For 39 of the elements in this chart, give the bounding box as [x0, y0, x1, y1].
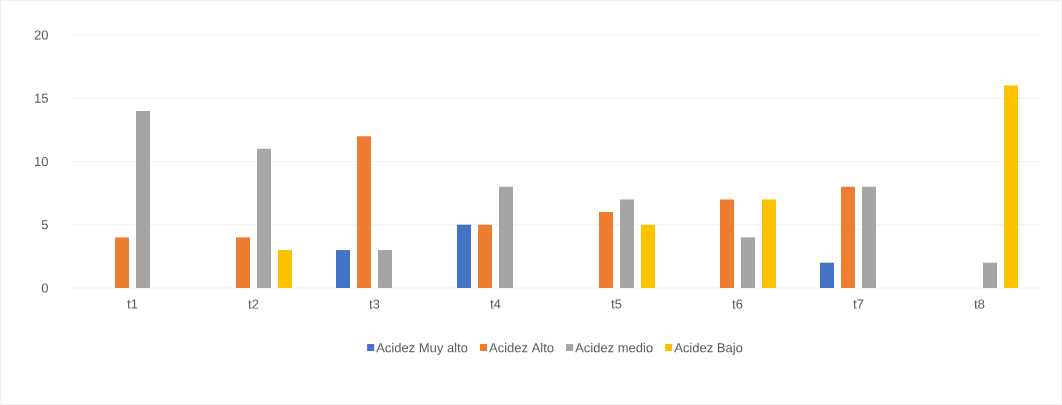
bar [136, 110, 150, 288]
y-tick-label: 5 [41, 220, 48, 230]
y-tick-label: 0 [41, 283, 48, 293]
bar [741, 237, 755, 288]
x-tick-label: t3 [369, 299, 380, 309]
legend-label: Acidez Bajo [674, 342, 743, 355]
x-tick-label: t6 [732, 299, 743, 309]
x-tick-label: t2 [248, 299, 259, 309]
legend-label: Acidez Muy alto [376, 342, 468, 355]
x-tick-label: t8 [974, 299, 985, 309]
bar [499, 186, 513, 288]
y-tick-label: 20 [34, 30, 48, 40]
bar [599, 212, 613, 288]
bar [357, 136, 371, 288]
legend-label: Acidez medio [575, 342, 653, 353]
y-tick-label: 15 [35, 93, 48, 103]
x-tick-label: t5 [611, 299, 622, 309]
bar [1004, 85, 1018, 288]
bar [841, 186, 855, 288]
bar [378, 250, 392, 288]
y-tick-label: 10 [35, 156, 48, 167]
bar [257, 148, 271, 288]
bar [478, 224, 492, 288]
bar [620, 199, 634, 288]
x-tick-label: t7 [853, 299, 864, 309]
bar [820, 262, 834, 288]
x-tick-label: t1 [127, 299, 138, 309]
bar [720, 199, 734, 288]
bar [862, 186, 876, 288]
bar [336, 250, 350, 288]
bar [983, 262, 997, 288]
bar [236, 237, 250, 288]
bar [278, 250, 292, 288]
bar [115, 237, 129, 288]
bar [457, 224, 471, 288]
x-tick-label: t4 [490, 299, 501, 309]
bar [641, 224, 655, 288]
bar [762, 199, 776, 288]
legend-label: Acidez Alto [489, 342, 554, 353]
